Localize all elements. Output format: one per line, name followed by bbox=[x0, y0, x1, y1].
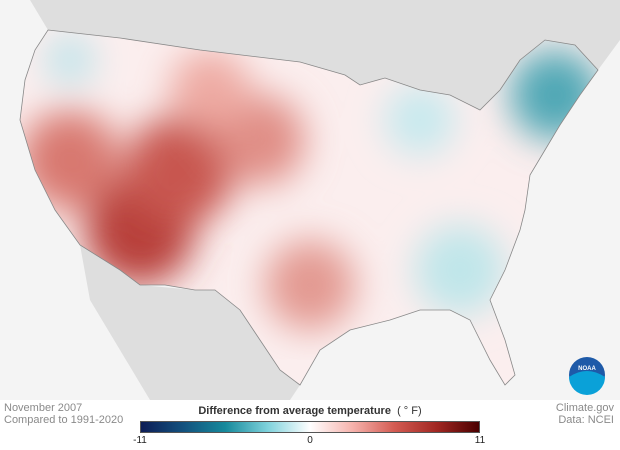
mexico-landmass bbox=[80, 245, 300, 400]
legend-colorbar bbox=[140, 421, 480, 433]
credit-site: Climate.gov bbox=[555, 402, 614, 414]
legend-title: Difference from average temperature ( ° … bbox=[140, 405, 480, 417]
legend-tick-mid: 0 bbox=[307, 435, 313, 446]
credits: Climate.gov Data: NCEI bbox=[556, 402, 614, 426]
us-border bbox=[19, 29, 599, 386]
footer: November 2007 Compared to 1991-2020 Diff… bbox=[0, 400, 620, 450]
caption-baseline: Compared to 1991-2020 bbox=[4, 414, 124, 426]
legend-tick-max: 11 bbox=[474, 435, 486, 446]
temperature-anomaly-map: NOAA bbox=[0, 0, 620, 400]
caption: November 2007 Compared to 1991-2020 bbox=[4, 402, 123, 426]
legend-title-text: Difference from average temperature bbox=[198, 405, 391, 417]
legend-unit: ( ° F) bbox=[397, 405, 422, 417]
svg-text:NOAA: NOAA bbox=[578, 366, 596, 372]
caption-date: November 2007 bbox=[4, 402, 83, 414]
legend-tick-min: -11 bbox=[133, 435, 147, 446]
noaa-logo: NOAA bbox=[569, 357, 605, 395]
canada-landmass bbox=[0, 0, 620, 110]
credit-source: Data: NCEI bbox=[558, 414, 614, 426]
